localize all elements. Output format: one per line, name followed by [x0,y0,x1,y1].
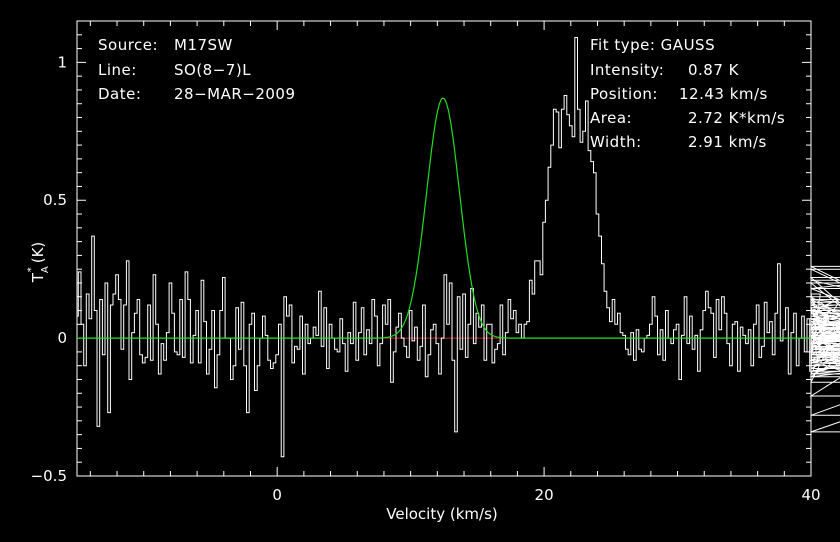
axis-ticks [77,20,812,477]
source-value: M17SW [174,36,233,54]
fit-intensity-value: 0.87 K [688,61,740,79]
x-tick-label: 20 [535,486,554,504]
x-axis-label: Velocity (km/s) [386,505,497,523]
fit-width-label: Width: [590,133,642,151]
y-axis-label: TA* (K) [26,242,51,284]
x-tick-label: 40 [801,486,820,504]
y-axis-label-unit: (K) [29,242,47,264]
fit-width-value: 2.91 km/s [688,133,767,151]
source-label: Source: [98,36,159,54]
y-axis-label-sup: * [26,267,37,272]
plot-border [76,20,812,477]
fit-position-value: 12.43 km/s [679,85,768,103]
gaussian-fit-line [77,97,811,339]
line-label: Line: [98,61,137,79]
fit-type: Fit type: GAUSS [590,36,716,54]
gaussian-fit-layer [77,97,811,339]
y-axis-label-sub: A [40,266,51,273]
svg-text:TA*(K): TA* (K) [26,242,51,284]
line-value: SO(8−7)L [174,61,252,79]
y-tick-label: 0 [57,329,67,347]
axis-tick-labels: 0 20 40 −0.5 0 0.5 1 [31,53,821,504]
y-tick-label: 1 [57,53,67,71]
spectrum-layer [77,37,840,458]
plot-frame [76,20,812,477]
fit-area-value: 2.72 K*km/s [688,109,786,127]
fit-position-label: Position: [590,85,658,103]
y-tick-label: −0.5 [31,467,67,485]
spectrum-line [77,37,840,458]
date-value: 28−MAR−2009 [174,85,296,103]
fit-intensity-label: Intensity: [590,61,665,79]
fit-area-label: Area: [590,109,633,127]
y-tick-label: 0.5 [43,191,67,209]
x-tick-label: 0 [272,486,282,504]
y-axis-label-main: T [29,272,47,283]
date-label: Date: [98,85,142,103]
